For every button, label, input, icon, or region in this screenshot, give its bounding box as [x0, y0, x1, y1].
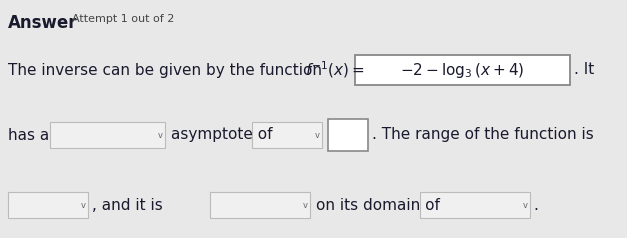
FancyBboxPatch shape — [420, 192, 530, 218]
Text: on its domain of: on its domain of — [316, 198, 440, 213]
FancyBboxPatch shape — [50, 122, 165, 148]
Text: Answer: Answer — [8, 14, 78, 32]
Text: v: v — [80, 200, 85, 209]
FancyBboxPatch shape — [355, 55, 570, 85]
Text: v: v — [302, 200, 307, 209]
Text: v: v — [157, 130, 162, 139]
FancyBboxPatch shape — [210, 192, 310, 218]
FancyBboxPatch shape — [328, 119, 368, 151]
Text: $-2-\log_3(x+4)$: $-2-\log_3(x+4)$ — [401, 60, 525, 79]
Text: v: v — [522, 200, 527, 209]
Text: . The range of the function is: . The range of the function is — [372, 128, 594, 143]
Text: has a: has a — [8, 128, 50, 143]
Text: asymptote of: asymptote of — [171, 128, 273, 143]
FancyBboxPatch shape — [8, 192, 88, 218]
Text: , and it is: , and it is — [92, 198, 163, 213]
Text: .: . — [533, 198, 538, 213]
FancyBboxPatch shape — [252, 122, 322, 148]
Text: Attempt 1 out of 2: Attempt 1 out of 2 — [72, 14, 174, 24]
Text: $f^{-1}(x)=$: $f^{-1}(x)=$ — [305, 60, 365, 80]
Text: . It: . It — [574, 63, 594, 78]
Text: The inverse can be given by the function: The inverse can be given by the function — [8, 63, 327, 78]
Text: v: v — [315, 130, 320, 139]
